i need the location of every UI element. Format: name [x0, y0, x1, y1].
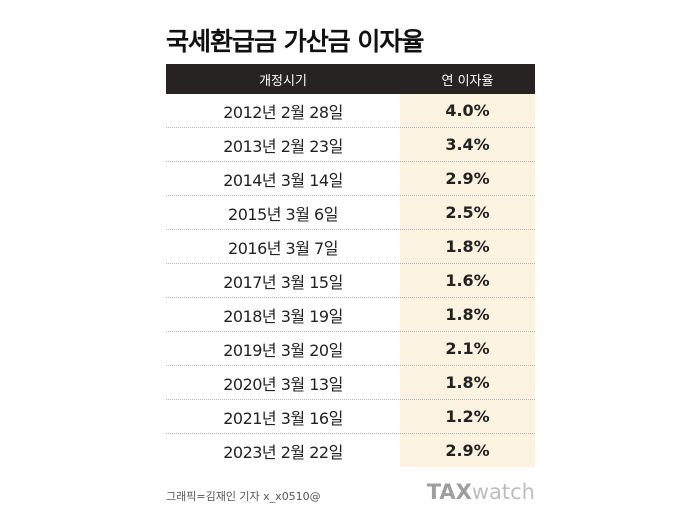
annual-rate: 1.2% — [445, 407, 490, 426]
revision-date: 2019년 3월 20일 — [223, 340, 343, 360]
revision-date: 2012년 2월 28일 — [223, 102, 343, 122]
graphic-credit: 그래픽=김재인 기자 x_x0510@ — [166, 490, 321, 503]
annual-rate: 1.8% — [445, 373, 490, 392]
logo-watch-text: watch — [471, 480, 535, 504]
table-header: 개정시기 연 이자율 — [166, 64, 535, 94]
annual-rate: 1.8% — [445, 305, 490, 324]
revision-date: 2013년 2월 23일 — [223, 136, 343, 156]
table-row: 2012년 2월 28일 4.0% — [166, 94, 535, 128]
revision-date: 2020년 3월 13일 — [223, 374, 343, 394]
table-body: 2012년 2월 28일 4.0% 2013년 2월 23일 3.4% 2014… — [166, 94, 535, 467]
table-row: 2015년 3월 6일 2.5% — [166, 196, 535, 230]
logo-tax-text: TAX — [426, 480, 472, 504]
annual-rate: 1.6% — [445, 271, 490, 290]
revision-date: 2018년 3월 19일 — [223, 306, 343, 326]
table-row: 2016년 3월 7일 1.8% — [166, 230, 535, 264]
table-row: 2013년 2월 23일 3.4% — [166, 128, 535, 162]
revision-date: 2023년 2월 22일 — [223, 442, 343, 462]
annual-rate: 4.0% — [445, 101, 490, 120]
table-row: 2021년 3월 16일 1.2% — [166, 400, 535, 434]
table-row: 2017년 3월 15일 1.6% — [166, 264, 535, 298]
header-annual-rate: 연 이자율 — [441, 73, 494, 89]
page-title: 국세환급금 가산금 이자율 — [166, 27, 424, 56]
table-row: 2014년 3월 14일 2.9% — [166, 162, 535, 196]
header-revision-date: 개정시기 — [259, 73, 307, 89]
annual-rate: 1.8% — [445, 237, 490, 256]
revision-date: 2017년 3월 15일 — [223, 272, 343, 292]
interest-rate-table: 개정시기 연 이자율 2012년 2월 28일 4.0% 2013년 2월 23… — [166, 64, 535, 467]
table-row: 2020년 3월 13일 1.8% — [166, 366, 535, 400]
revision-date: 2016년 3월 7일 — [228, 238, 338, 258]
annual-rate: 2.9% — [445, 441, 490, 460]
table-row: 2023년 2월 22일 2.9% — [166, 434, 535, 467]
revision-date: 2015년 3월 6일 — [228, 204, 338, 224]
table-row: 2018년 3월 19일 1.8% — [166, 298, 535, 332]
annual-rate: 2.1% — [445, 339, 490, 358]
taxwatch-logo: TAXwatch — [427, 480, 535, 504]
revision-date: 2014년 3월 14일 — [223, 170, 343, 190]
table-row: 2019년 3월 20일 2.1% — [166, 332, 535, 366]
annual-rate: 2.5% — [445, 203, 490, 222]
annual-rate: 2.9% — [445, 169, 490, 188]
revision-date: 2021년 3월 16일 — [223, 408, 343, 428]
annual-rate: 3.4% — [445, 135, 490, 154]
